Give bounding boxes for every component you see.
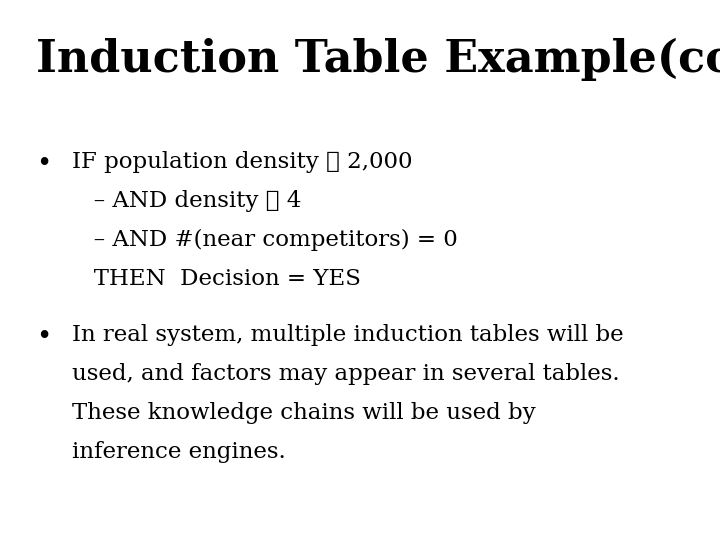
Text: used, and factors may appear in several tables.: used, and factors may appear in several … [72,363,620,385]
Text: THEN  Decision = YES: THEN Decision = YES [72,268,361,290]
Text: In real system, multiple induction tables will be: In real system, multiple induction table… [72,324,624,346]
Text: inference engines.: inference engines. [72,441,286,463]
Text: •: • [36,324,51,349]
Text: – AND #(near competitors) = 0: – AND #(near competitors) = 0 [72,229,458,251]
Text: •: • [36,151,51,176]
Text: IF population density ≧ 2,000: IF population density ≧ 2,000 [72,151,413,173]
Text: Induction Table Example(cont.): Induction Table Example(cont.) [36,38,720,81]
Text: These knowledge chains will be used by: These knowledge chains will be used by [72,402,536,424]
Text: – AND density ≧ 4: – AND density ≧ 4 [72,190,302,212]
